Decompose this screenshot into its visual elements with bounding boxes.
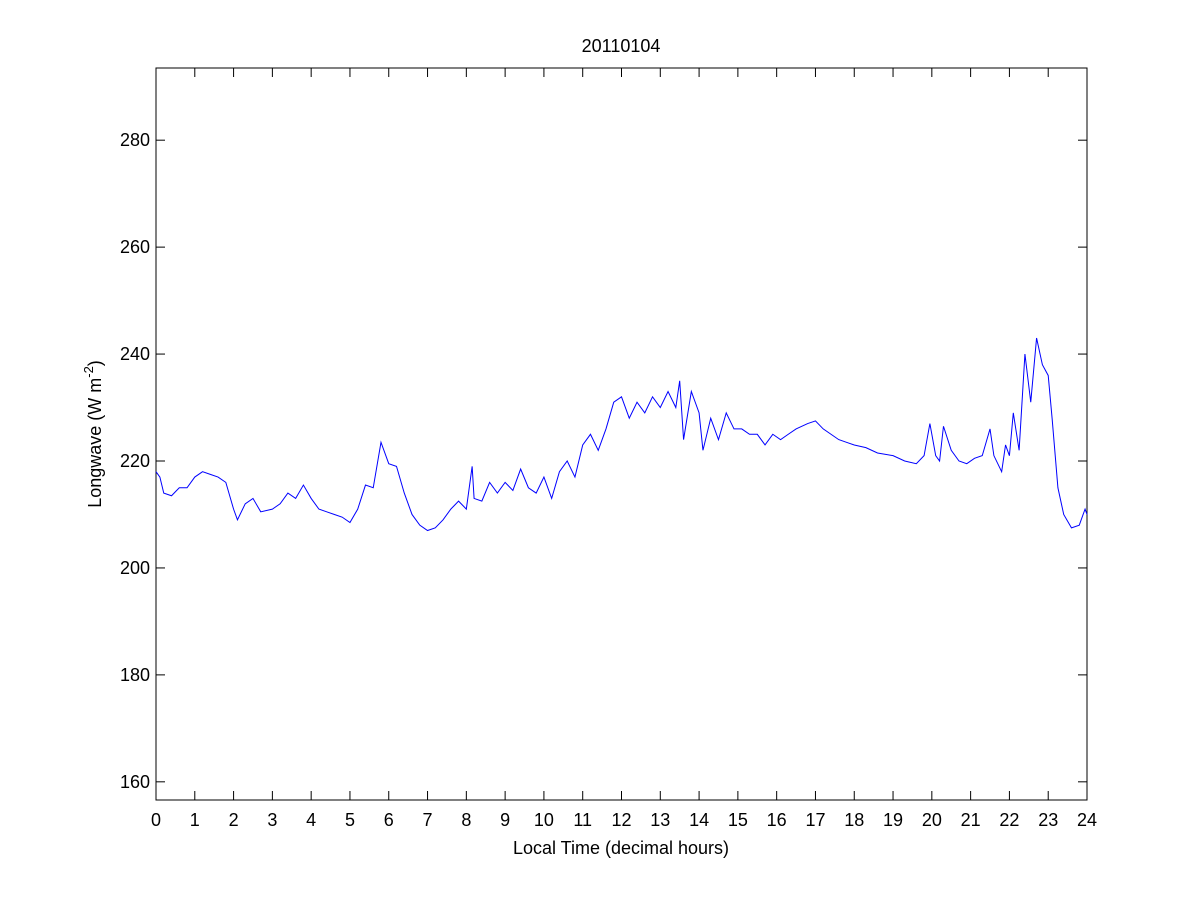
y-axis-label-text: Longwave (W m [85,378,105,508]
x-tick-label: 1 [190,810,200,830]
x-tick-label: 12 [611,810,631,830]
y-tick-label: 180 [120,665,150,685]
x-tick-label: 9 [500,810,510,830]
data-line [155,337,1088,532]
x-tick-label: 0 [151,810,161,830]
x-tick-label: 23 [1038,810,1058,830]
x-tick-label: 16 [767,810,787,830]
x-tick-label: 24 [1077,810,1097,830]
x-tick-label: 4 [306,810,316,830]
y-tick-label: 160 [120,772,150,792]
x-tick-label: 3 [267,810,277,830]
x-tick-label: 8 [461,810,471,830]
x-tick-label: 6 [384,810,394,830]
x-tick-label: 20 [922,810,942,830]
y-tick-label: 280 [120,130,150,150]
chart-title: 20110104 [582,36,661,56]
x-tick-label: 17 [805,810,825,830]
y-tick-label: 200 [120,558,150,578]
x-tick-label: 13 [650,810,670,830]
x-tick-label: 5 [345,810,355,830]
y-tick-label: 220 [120,451,150,471]
x-tick-label: 11 [573,810,592,830]
x-tick-label: 7 [423,810,433,830]
y-axis-label-end: ) [85,360,105,366]
y-axis-label-exponent: -2 [81,366,96,378]
y-axis-label: Longwave (W m-2) [81,360,105,508]
x-tick-label: 14 [689,810,709,830]
y-tick-label: 260 [120,237,150,257]
y-tick-label: 240 [120,344,150,364]
x-tick-label: 22 [999,810,1019,830]
x-tick-label: 15 [728,810,748,830]
x-tick-label: 18 [844,810,864,830]
x-axis-label: Local Time (decimal hours) [513,838,729,858]
plot-frame [155,67,1088,801]
x-tick-label: 19 [883,810,903,830]
x-tick-label: 10 [534,810,554,830]
x-tick-label: 21 [961,810,981,830]
x-tick-label: 2 [229,810,239,830]
